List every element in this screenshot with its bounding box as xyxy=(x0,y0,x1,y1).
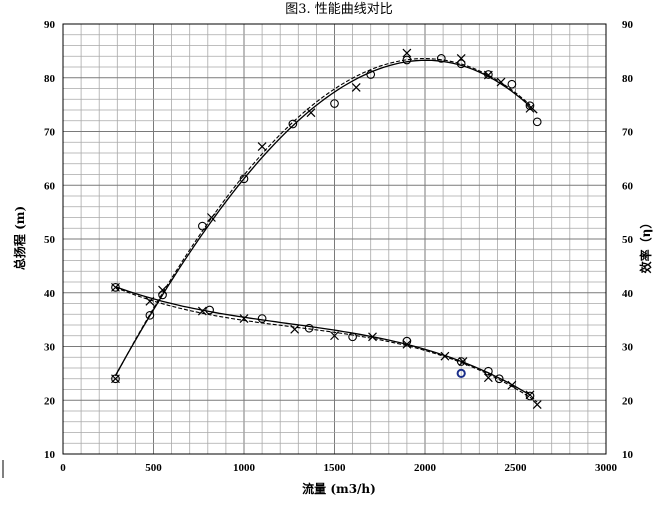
x-marker xyxy=(496,77,506,87)
circle-marker xyxy=(532,117,542,127)
trend-line xyxy=(115,286,531,396)
circle-marker xyxy=(456,357,466,366)
grid xyxy=(62,23,607,455)
x-marker xyxy=(306,108,316,118)
circle-marker xyxy=(239,174,249,184)
x-marker xyxy=(290,324,300,334)
circle-marker xyxy=(145,310,155,320)
x-marker xyxy=(402,48,412,58)
y-tick-label-right: 40 xyxy=(622,288,634,300)
x-marker xyxy=(507,380,517,390)
circle-marker xyxy=(366,70,376,79)
y-axis-title-right: 效率（η） xyxy=(638,217,653,274)
y-tick-label-right: 80 xyxy=(622,73,634,85)
y-tick-label-left: 90 xyxy=(44,19,56,31)
x-tick-label: 3000 xyxy=(595,462,618,474)
y-tick-label-left: 60 xyxy=(44,180,56,192)
x-marker xyxy=(402,339,412,349)
circle-marker xyxy=(111,374,120,384)
y-tick-label-right: 70 xyxy=(622,127,634,139)
y-tick-label-left: 30 xyxy=(44,342,56,354)
circle-marker xyxy=(494,374,504,384)
circle-marker xyxy=(257,314,267,323)
x-tick-label: 1000 xyxy=(233,462,256,474)
x-axis-title: 流量 (m3/h) xyxy=(302,481,376,496)
y-tick-label-right: 30 xyxy=(622,342,634,354)
circle-marker xyxy=(205,305,214,315)
y-tick-label-left: 40 xyxy=(44,288,56,300)
x-marker xyxy=(525,103,535,113)
circle-marker xyxy=(525,391,535,401)
x-tick-label: 2500 xyxy=(505,462,528,474)
x-marker xyxy=(257,142,267,151)
circle-marker xyxy=(436,54,446,63)
trend-line xyxy=(115,58,531,377)
y-tick-label-right: 20 xyxy=(622,395,634,407)
chart-title: 图3. 性能曲线对比 xyxy=(285,2,393,17)
tick-labels: 0 500 1000 1500 2000 2500 3000 10 10 20 20 30 30 40 40… xyxy=(44,19,634,474)
circle-marker xyxy=(288,119,298,129)
x-marker xyxy=(239,314,249,323)
x-tick-label: 2000 xyxy=(414,462,437,474)
plot-frame xyxy=(62,23,607,455)
trend-line xyxy=(114,59,538,376)
circle-marker xyxy=(304,323,314,333)
circle-marker xyxy=(158,290,167,300)
x-marker xyxy=(206,213,216,222)
circle-marker xyxy=(111,283,120,292)
circle-marker xyxy=(456,59,466,69)
circle-marker xyxy=(348,332,357,342)
data-markers xyxy=(111,48,542,409)
x-marker xyxy=(458,357,468,366)
x-tick-label: 1500 xyxy=(324,462,347,474)
x-tick-label: 500 xyxy=(145,462,162,474)
circle-marker xyxy=(402,55,412,65)
circle-marker xyxy=(484,70,493,79)
x-marker xyxy=(483,373,493,383)
circle-marker xyxy=(525,101,535,111)
circle-marker xyxy=(484,366,493,376)
circle-marker xyxy=(330,99,339,108)
highlight-marker xyxy=(456,368,466,378)
y-tick-label-right: 50 xyxy=(622,234,634,246)
y-axis-title-left: 总扬程 (m) xyxy=(12,206,27,270)
y-tick-label-left: 70 xyxy=(44,127,56,139)
y-tick-label-right: 10 xyxy=(622,449,634,461)
y-tick-label-right: 60 xyxy=(622,180,634,192)
y-tick-label-left: 80 xyxy=(44,73,56,85)
x-marker xyxy=(532,400,542,409)
y-tick-label-left: 20 xyxy=(44,395,56,407)
x-marker xyxy=(145,296,155,306)
x-marker xyxy=(351,83,361,92)
y-tick-label-right: 90 xyxy=(622,19,634,31)
x-marker xyxy=(440,351,450,361)
x-tick-label: 0 xyxy=(60,462,66,474)
circle-marker xyxy=(198,221,207,231)
x-marker xyxy=(197,306,207,316)
y-tick-label-left: 50 xyxy=(44,234,56,246)
x-marker xyxy=(525,390,535,400)
circle-marker xyxy=(402,336,412,346)
x-marker xyxy=(368,332,377,342)
circle-marker xyxy=(507,79,517,89)
y-tick-label-left: 10 xyxy=(44,449,56,461)
x-marker xyxy=(330,331,339,341)
